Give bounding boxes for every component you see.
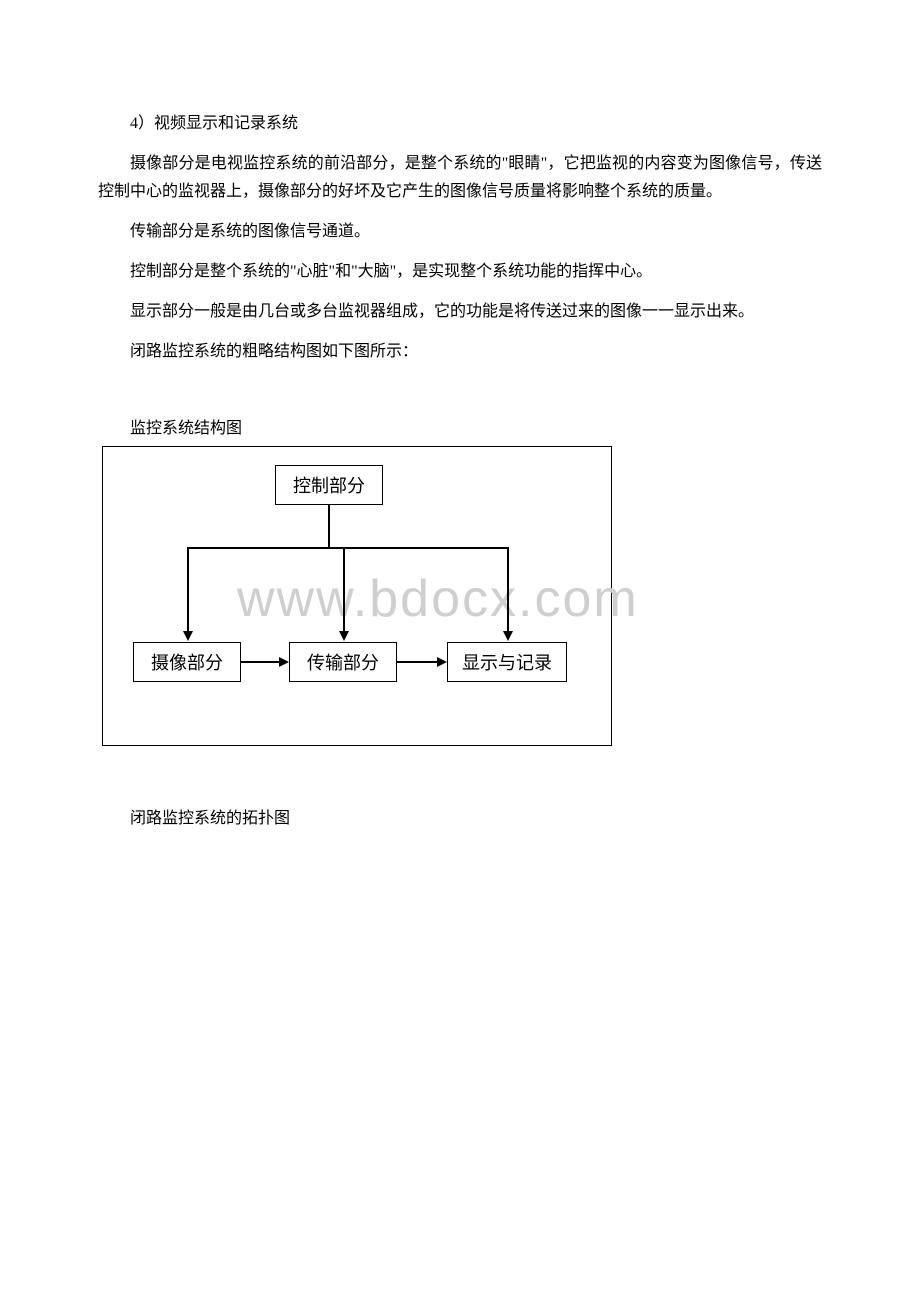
- watermark-text: www.bdocx.com: [237, 569, 639, 629]
- topology-title: 闭路监控系统的拓扑图: [98, 804, 822, 828]
- connector-line: [328, 505, 330, 549]
- connector-line: [187, 547, 189, 633]
- flowchart-node-control: 控制部分: [275, 465, 383, 505]
- diagram-title: 监控系统结构图: [98, 414, 822, 438]
- arrow-right-icon: [279, 657, 289, 667]
- arrow-down-icon: [503, 631, 513, 641]
- connector-line: [241, 661, 281, 663]
- connector-line: [343, 547, 345, 633]
- paragraph-item: 传输部分是系统的图像信号通道。: [98, 218, 822, 246]
- paragraph-item: 显示部分一般是由几台或多台监视器组成，它的功能是将传送过来的图像一一显示出来。: [98, 298, 822, 326]
- connector-line: [397, 661, 439, 663]
- flowchart-node-display: 显示与记录: [447, 642, 567, 682]
- arrow-right-icon: [437, 657, 447, 667]
- arrow-down-icon: [339, 631, 349, 641]
- paragraph-item: 控制部分是整个系统的"心脏"和"大脑"，是实现整个系统功能的指挥中心。: [98, 258, 822, 286]
- arrow-down-icon: [183, 631, 193, 641]
- paragraph-item: 4）视频显示和记录系统: [98, 110, 822, 138]
- connector-line: [507, 547, 509, 633]
- flowchart-node-camera: 摄像部分: [133, 642, 241, 682]
- structure-diagram: www.bdocx.com控制部分摄像部分传输部分显示与记录: [102, 446, 612, 746]
- paragraph-item: 摄像部分是电视监控系统的前沿部分，是整个系统的"眼睛"，它把监视的内容变为图像信…: [98, 150, 822, 206]
- paragraph-item: 闭路监控系统的粗略结构图如下图所示：: [98, 338, 822, 366]
- connector-line: [187, 547, 507, 549]
- flowchart-node-trans: 传输部分: [289, 642, 397, 682]
